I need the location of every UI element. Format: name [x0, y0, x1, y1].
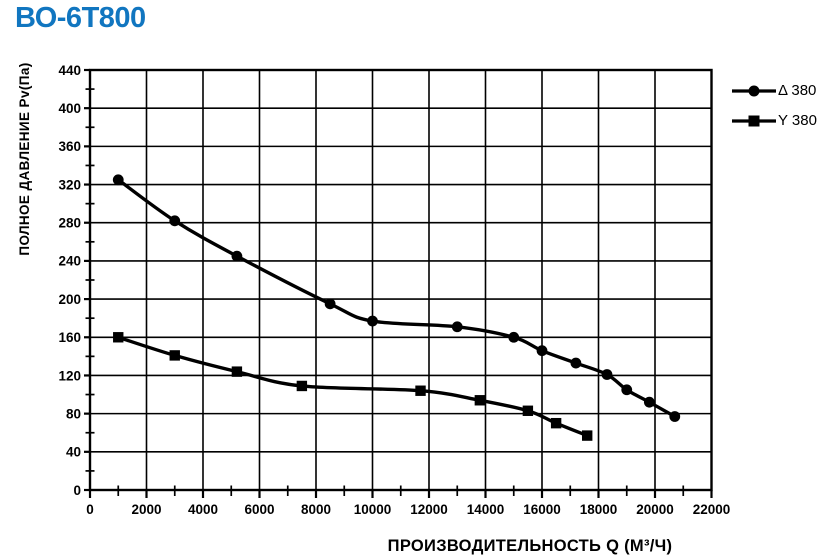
series-layer — [112, 174, 681, 441]
svg-text:12000: 12000 — [410, 502, 448, 517]
svg-text:18000: 18000 — [580, 502, 618, 517]
svg-text:4000: 4000 — [188, 502, 218, 517]
svg-text:0: 0 — [73, 483, 81, 498]
square-series-marker-icon — [732, 115, 776, 126]
tick-layer — [84, 68, 713, 498]
svg-text:240: 240 — [58, 254, 81, 269]
svg-text:440: 440 — [58, 63, 81, 78]
svg-text:160: 160 — [58, 330, 81, 345]
legend-item-delta-380: Δ 380 — [731, 82, 817, 99]
svg-text:14000: 14000 — [467, 502, 505, 517]
svg-text:200: 200 — [58, 292, 81, 307]
chart-legend: Δ 380 Y 380 — [731, 82, 817, 129]
svg-text:6000: 6000 — [244, 502, 274, 517]
page-title: ВО-6Т800 — [15, 2, 146, 34]
svg-text:280: 280 — [58, 216, 81, 231]
legend-item-y-380: Y 380 — [731, 112, 817, 129]
grid-layer — [88, 68, 713, 492]
circle-series-marker-icon — [732, 85, 776, 96]
tick-label-layer: 0 2000 4000 6000 8000 10000 12000 14000 16000 180… — [58, 63, 730, 517]
svg-text:0: 0 — [86, 502, 94, 517]
svg-text:10000: 10000 — [354, 502, 392, 517]
svg-text:8000: 8000 — [301, 502, 331, 517]
svg-text:320: 320 — [58, 177, 81, 192]
svg-text:80: 80 — [66, 406, 81, 421]
svg-text:22000: 22000 — [693, 502, 731, 517]
svg-text:360: 360 — [58, 139, 81, 154]
legend-label-delta-380: Δ 380 — [778, 82, 817, 99]
y-axis-title: ПОЛНОЕ ДАВЛЕНИЕ Pv(Па) — [17, 62, 32, 255]
svg-text:20000: 20000 — [636, 502, 674, 517]
svg-text:120: 120 — [58, 368, 81, 383]
svg-text:40: 40 — [66, 445, 81, 460]
x-axis-title: ПРОИЗВОДИТЕЛЬНОСТЬ Q (М³/Ч) — [388, 537, 673, 555]
svg-text:2000: 2000 — [131, 502, 161, 517]
svg-text:400: 400 — [58, 101, 81, 116]
legend-label-y-380: Y 380 — [778, 112, 817, 129]
svg-text:16000: 16000 — [523, 502, 561, 517]
